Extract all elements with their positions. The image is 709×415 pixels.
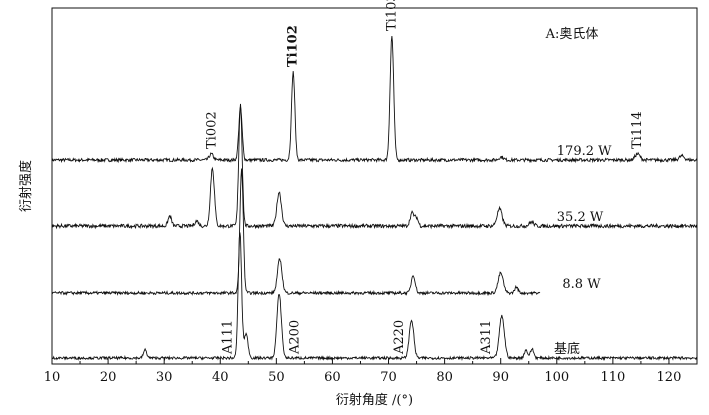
peak-label: A311 <box>479 320 494 355</box>
peak-label: A200 <box>287 320 302 355</box>
series-label: 8.8 W <box>562 277 601 292</box>
x-tick-label: 20 <box>100 370 117 385</box>
x-tick-label: 60 <box>324 370 341 385</box>
series-label: 179.2 W <box>557 144 612 159</box>
peak-label: Ti102 <box>286 25 301 67</box>
series-label: 35.2 W <box>557 210 604 225</box>
x-tick-label: 10 <box>44 370 61 385</box>
x-tick-label: 40 <box>212 370 229 385</box>
x-axis-label: 衍射角度 /(°) <box>336 392 413 408</box>
peak-label: Ti114 <box>630 111 645 149</box>
x-tick-label: 70 <box>380 370 397 385</box>
x-tick-label: 80 <box>436 370 453 385</box>
legend-note: A:奥氏体 <box>545 27 599 42</box>
x-tick-label: 100 <box>544 370 569 385</box>
x-tick-label: 50 <box>268 370 285 385</box>
x-tick-label: 120 <box>657 370 682 385</box>
series-trace <box>51 232 698 362</box>
peak-label: A111 <box>221 320 236 355</box>
plot-frame <box>51 7 698 365</box>
series-trace <box>51 103 698 230</box>
peak-label: Ti103 <box>384 0 399 31</box>
x-tick-label: 30 <box>156 370 173 385</box>
series-trace <box>51 168 541 297</box>
x-axis-ticks: 10 20 30 40 50 60 70 80 90 100 110 120 <box>44 358 698 385</box>
x-tick-label: 110 <box>600 370 625 385</box>
series-traces <box>51 35 698 362</box>
peak-label: A220 <box>392 320 407 355</box>
peak-annotations: Ti002 Ti102 Ti103 Ti114 A111 A200 A220 A311 <box>204 0 645 355</box>
peak-label: Ti002 <box>204 111 219 149</box>
series-labels: 179.2 W 35.2 W 8.8 W 基底 <box>554 144 612 357</box>
x-tick-label: 90 <box>492 370 509 385</box>
series-trace <box>51 35 698 164</box>
series-label: 基底 <box>554 341 580 357</box>
y-axis-label: 衍射强度 <box>18 160 34 212</box>
